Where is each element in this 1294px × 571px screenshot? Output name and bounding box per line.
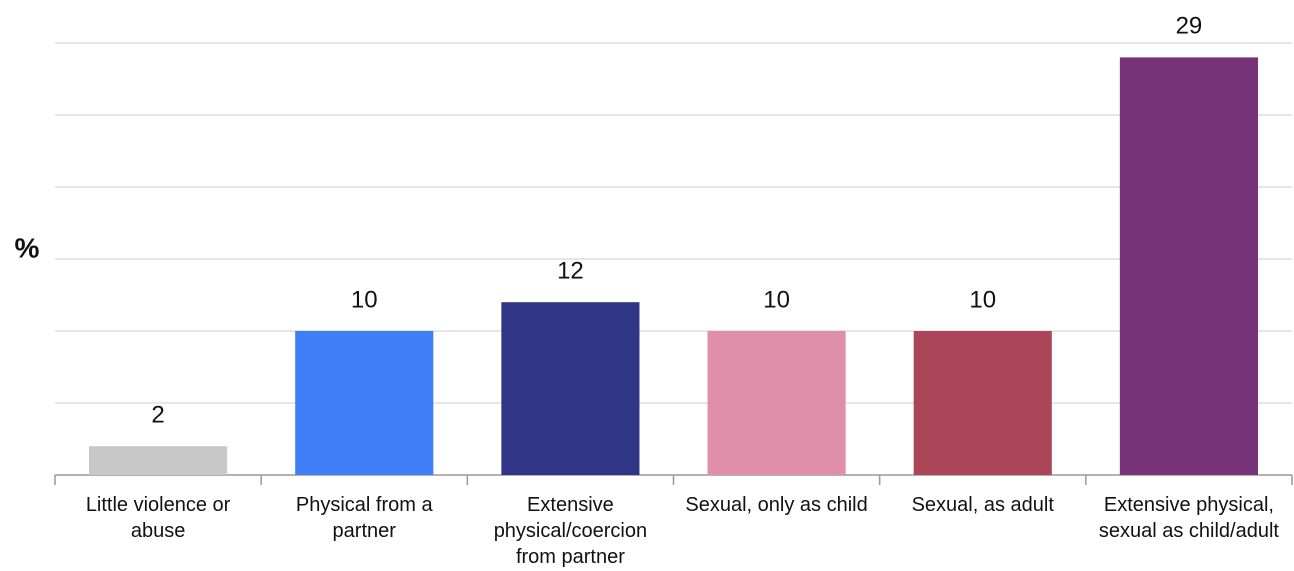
x-tick-label: Extensive physical/coercion from partner <box>493 494 648 568</box>
value-label: 10 <box>969 286 996 313</box>
value-label: 12 <box>557 258 584 285</box>
value-label: 2 <box>151 402 164 429</box>
x-tick-label: Little violence or abuse <box>85 494 231 542</box>
bar <box>1119 57 1258 476</box>
value-label: 10 <box>351 286 378 313</box>
bar <box>295 331 434 475</box>
bar <box>501 302 640 475</box>
x-tick-label: Extensive physical, sexual as child/adul… <box>1098 494 1279 542</box>
value-label: 29 <box>1176 13 1203 40</box>
x-tick-label: Sexual, only as child <box>685 494 868 516</box>
y-axis-label: % <box>15 232 40 263</box>
x-tick-label: Sexual, as adult <box>911 494 1054 516</box>
bar <box>707 331 846 475</box>
bar <box>89 446 228 475</box>
value-label: 10 <box>763 286 790 313</box>
x-tick-label: Physical from a partner <box>295 494 433 542</box>
bar <box>913 331 1052 475</box>
